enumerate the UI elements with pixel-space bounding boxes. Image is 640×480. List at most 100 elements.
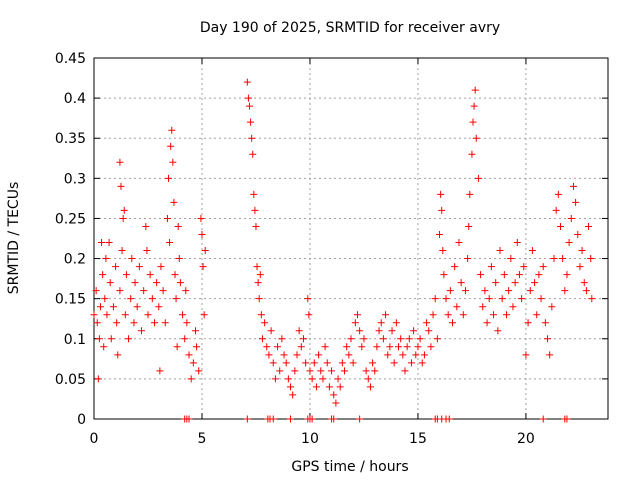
data-point xyxy=(317,367,325,375)
x-tick-label: 5 xyxy=(198,431,207,447)
data-point xyxy=(166,239,174,247)
data-point xyxy=(102,255,110,263)
marks-layer xyxy=(90,78,596,423)
data-point xyxy=(533,311,541,319)
data-point xyxy=(125,335,133,343)
data-point xyxy=(572,198,580,206)
data-point xyxy=(405,335,413,343)
data-point xyxy=(175,255,183,263)
data-point xyxy=(526,287,534,295)
data-point xyxy=(197,214,205,222)
data-point xyxy=(390,359,398,367)
data-point xyxy=(349,359,357,367)
data-point xyxy=(498,295,506,303)
data-point xyxy=(369,359,377,367)
x-tick-label: 20 xyxy=(517,431,535,447)
data-point xyxy=(455,239,463,247)
data-point xyxy=(399,351,407,359)
data-point xyxy=(106,279,114,287)
data-point xyxy=(522,351,530,359)
data-point xyxy=(362,367,370,375)
data-point xyxy=(130,319,138,327)
data-point xyxy=(189,359,197,367)
data-point xyxy=(170,198,178,206)
data-point xyxy=(291,367,299,375)
data-point xyxy=(556,222,564,230)
data-point xyxy=(518,295,526,303)
data-point xyxy=(195,367,203,375)
data-point xyxy=(250,190,258,198)
data-point xyxy=(360,335,368,343)
data-point xyxy=(96,303,104,311)
data-point xyxy=(157,263,165,271)
data-point xyxy=(466,190,474,198)
data-point xyxy=(255,295,263,303)
data-point xyxy=(477,271,485,279)
data-point xyxy=(140,287,148,295)
data-point xyxy=(407,359,415,367)
data-point xyxy=(94,375,102,383)
data-point xyxy=(319,375,327,383)
data-point xyxy=(155,303,163,311)
data-point xyxy=(304,295,312,303)
y-tick-label: 0 xyxy=(77,412,86,428)
data-point xyxy=(520,263,528,271)
plot-frame xyxy=(93,57,609,420)
data-point xyxy=(127,295,135,303)
data-point xyxy=(169,158,177,166)
y-tick-label: 0.4 xyxy=(64,91,86,107)
data-point xyxy=(552,206,560,214)
data-point xyxy=(174,222,182,230)
data-point xyxy=(261,319,269,327)
data-point xyxy=(567,214,575,222)
data-point xyxy=(193,343,201,351)
data-point xyxy=(388,327,396,335)
y-tick-label: 0.3 xyxy=(64,171,86,187)
data-point xyxy=(323,359,331,367)
data-point xyxy=(251,206,259,214)
data-point xyxy=(183,319,191,327)
data-point xyxy=(457,279,465,287)
data-point xyxy=(99,271,107,279)
y-tick-label: 0.35 xyxy=(55,131,86,147)
data-point xyxy=(172,295,180,303)
data-point xyxy=(131,279,139,287)
data-point xyxy=(133,303,141,311)
data-point xyxy=(90,311,98,319)
data-point xyxy=(119,214,127,222)
data-point xyxy=(161,319,169,327)
data-point xyxy=(524,319,532,327)
data-point xyxy=(253,263,261,271)
data-point xyxy=(468,150,476,158)
data-point xyxy=(585,222,593,230)
data-point xyxy=(148,295,156,303)
data-point xyxy=(528,247,536,255)
data-point xyxy=(338,359,346,367)
data-point xyxy=(171,271,179,279)
data-point xyxy=(502,311,510,319)
data-point xyxy=(548,303,556,311)
data-point xyxy=(274,343,282,351)
data-point xyxy=(347,335,355,343)
data-point xyxy=(343,343,351,351)
data-point xyxy=(254,279,262,287)
chart-title: Day 190 of 2025, SRMTID for receiver avr… xyxy=(200,20,500,36)
data-point xyxy=(582,287,590,295)
data-point xyxy=(414,343,422,351)
data-point xyxy=(282,359,290,367)
data-point xyxy=(377,319,385,327)
data-point xyxy=(243,415,251,423)
data-point xyxy=(403,343,411,351)
data-point xyxy=(101,295,109,303)
y-tick-label: 0.15 xyxy=(55,292,86,308)
data-point xyxy=(465,222,473,230)
data-point xyxy=(379,335,387,343)
data-point xyxy=(433,335,441,343)
data-point xyxy=(563,415,571,423)
data-point xyxy=(187,375,195,383)
data-point xyxy=(539,415,547,423)
data-point xyxy=(356,415,364,423)
data-point xyxy=(95,335,103,343)
data-point xyxy=(511,279,519,287)
data-point xyxy=(271,375,279,383)
